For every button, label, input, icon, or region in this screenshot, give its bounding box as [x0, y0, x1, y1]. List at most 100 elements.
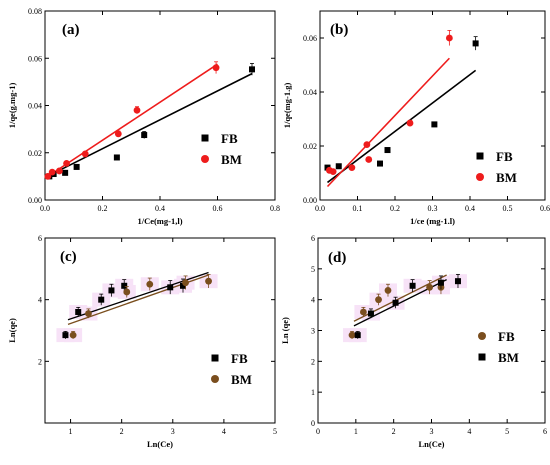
data-point — [205, 277, 212, 285]
data-point — [426, 283, 434, 291]
data-point — [113, 154, 120, 161]
x-axis-label: 1/ce (mg-1.l) — [410, 216, 455, 226]
data-point — [141, 132, 148, 139]
y-tick-label: 0 — [311, 419, 315, 428]
x-tick-label: 0.5 — [503, 204, 513, 213]
fit-line — [44, 72, 253, 179]
y-axis-label: Ln (qe) — [280, 317, 290, 344]
data-point — [98, 296, 105, 303]
y-tick-label: 0.06 — [28, 54, 42, 63]
data-point — [108, 287, 115, 294]
x-tick-label: 0.2 — [98, 204, 108, 213]
y-tick-label: 5 — [311, 265, 315, 274]
y-tick-label: 2 — [38, 357, 42, 366]
data-point — [62, 332, 69, 339]
plot-frame — [44, 237, 276, 424]
data-point — [363, 141, 371, 149]
data-point — [73, 163, 80, 170]
x-tick-label: 0.0 — [315, 204, 325, 213]
y-tick-label: 0.06 — [303, 34, 317, 43]
legend-label: BM — [496, 170, 517, 185]
x-tick-label: 4 — [222, 427, 226, 436]
y-tick-label: 0.00 — [28, 196, 42, 205]
data-point — [437, 279, 444, 286]
data-point — [360, 308, 367, 316]
legend-marker — [476, 152, 484, 160]
x-axis-label: Ln(Ce) — [419, 439, 445, 449]
y-tick-label: 0.08 — [28, 7, 42, 16]
data-point — [249, 66, 255, 73]
data-point — [212, 64, 220, 72]
y-tick-label: 4 — [38, 296, 42, 305]
data-point — [365, 156, 373, 163]
data-point — [367, 310, 374, 317]
data-point — [454, 278, 461, 285]
data-point — [392, 299, 399, 306]
data-point — [409, 282, 416, 289]
legend-marker — [201, 134, 209, 142]
x-tick-label: 1 — [69, 427, 73, 436]
data-point — [121, 282, 128, 289]
legend-label: BM — [498, 350, 519, 365]
x-tick-label: 0.8 — [270, 204, 280, 213]
y-tick-label: 3 — [311, 327, 315, 336]
fit-line — [327, 69, 477, 184]
y-tick-label: 0.00 — [303, 196, 317, 205]
data-point — [431, 121, 438, 128]
legend-marker — [476, 173, 484, 181]
data-point — [48, 168, 56, 176]
chart-panel-1: 0.0 0.2 0.4 0.6 0.8 0.00 0.02 0.04 0.06 0.08 1/Ce(… — [7, 7, 280, 226]
x-axis-label: Ln(Ce) — [147, 439, 173, 449]
x-tick-label: 5 — [505, 427, 509, 436]
x-tick-label: 0.3 — [428, 204, 438, 213]
chart-panel-3: 1 2 3 4 5 2 4 6 Ln(Ce) Ln(qe) (c) FB BM — [7, 234, 277, 449]
fit-line — [326, 57, 450, 188]
data-point — [335, 163, 342, 170]
y-tick-label: 2 — [311, 357, 315, 366]
legend-marker — [211, 354, 219, 362]
y-tick-label: 0.04 — [303, 88, 317, 97]
data-point — [354, 332, 361, 339]
data-point — [44, 172, 52, 180]
data-point — [81, 150, 89, 158]
data-point — [384, 287, 392, 294]
x-tick-label: 1 — [354, 427, 358, 436]
data-point — [114, 130, 122, 138]
data-point — [472, 40, 479, 47]
plot-frame — [44, 10, 276, 201]
x-tick-label: 4 — [467, 427, 471, 436]
data-point — [69, 331, 77, 339]
data-point — [445, 34, 453, 42]
fit-line — [44, 63, 218, 179]
data-point — [180, 282, 186, 289]
legend-marker — [478, 353, 486, 361]
y-tick-label: 4 — [311, 296, 315, 305]
x-tick-label: 2 — [392, 427, 396, 436]
y-axis-label: 1/qe(g.mg-1) — [7, 83, 17, 129]
x-tick-label: 6 — [543, 427, 547, 436]
panel-label: (c) — [60, 249, 77, 265]
legend-label: BM — [221, 152, 242, 167]
x-tick-label: 0.2 — [390, 204, 400, 213]
y-tick-label: 6 — [38, 234, 42, 243]
x-tick-label: 0 — [316, 427, 320, 436]
y-tick-label: 0.02 — [303, 142, 317, 151]
panel-label: (d) — [328, 250, 346, 266]
data-point — [375, 296, 382, 304]
chart-panel-2: 0.0 0.1 0.2 0.3 0.4 0.5 0.6 0.00 0.02 0.04 0.06 1/c… — [282, 10, 550, 226]
data-point — [133, 106, 141, 114]
data-point — [62, 169, 69, 176]
x-tick-label: 5 — [273, 427, 277, 436]
data-point — [182, 279, 189, 287]
x-tick-label: 0.0 — [40, 204, 50, 213]
panel-label: (b) — [330, 22, 348, 38]
legend-label: FB — [496, 149, 513, 164]
data-point — [75, 309, 82, 315]
data-point — [55, 167, 63, 175]
y-tick-label: 0.04 — [28, 102, 42, 111]
y-axis-label: Ln(qe) — [7, 318, 17, 343]
chart-panel-4: 0 1 2 3 4 5 6 0 1 2 3 4 5 6 Ln(Ce) Ln (qe) (d) FB BM — [280, 234, 547, 449]
data-point — [329, 168, 337, 176]
x-tick-label: 0.4 — [155, 204, 165, 213]
